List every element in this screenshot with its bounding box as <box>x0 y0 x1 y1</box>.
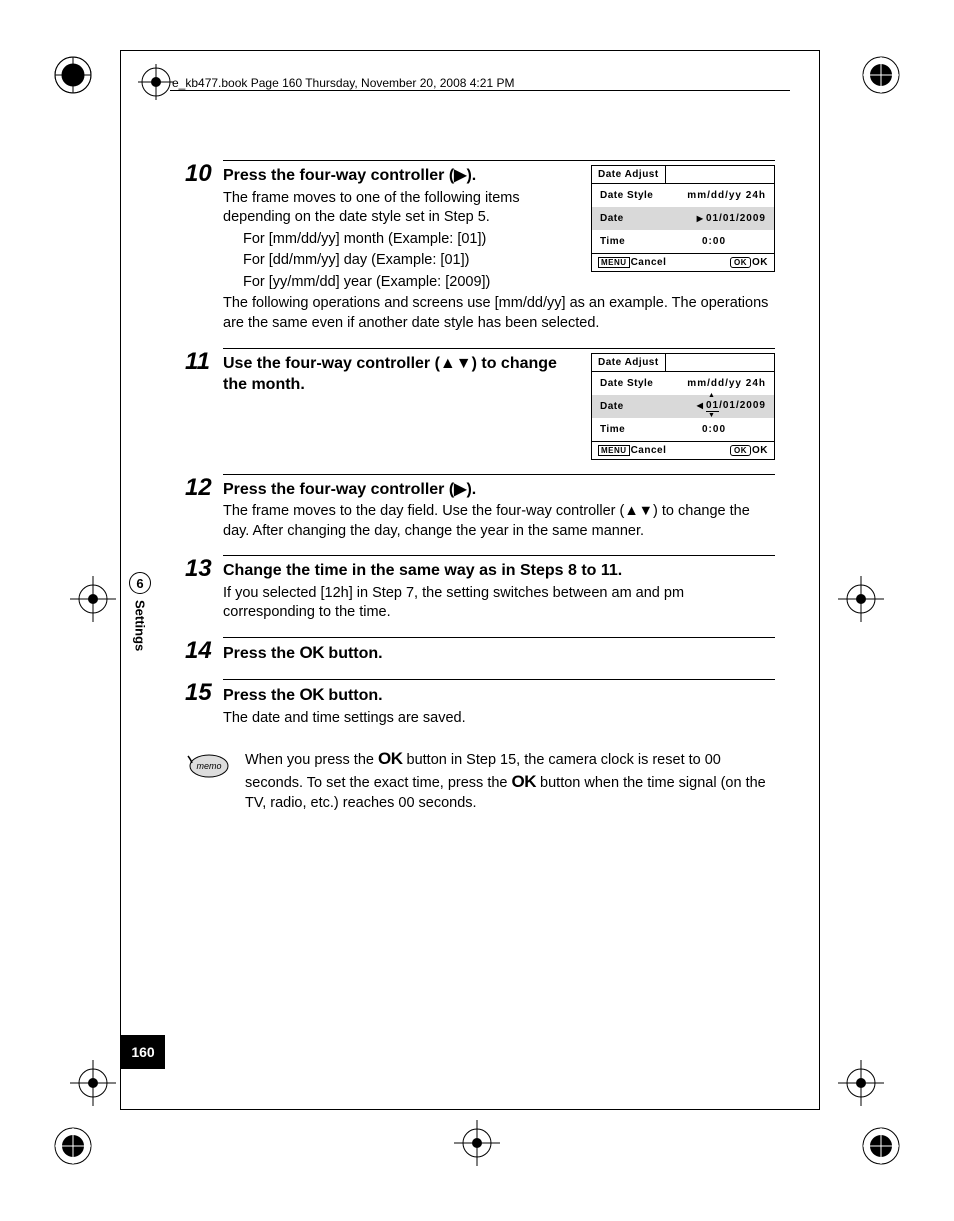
ok-glyph: OK <box>512 772 537 791</box>
lcd-ok: OKOK <box>730 445 768 456</box>
lcd-screen-1: Date Adjust Date Style mm/dd/yy 24h Date 0… <box>591 165 775 272</box>
step-number: 12 <box>185 474 223 542</box>
memo-text: When you press the OK button in Step 15,… <box>245 748 775 813</box>
lcd-cancel: MENUCancel <box>598 257 666 268</box>
step-text: If you selected [12h] in Step 7, the set… <box>223 584 775 623</box>
step-11: 11 Use the four-way controller (▲▼) to c… <box>185 348 775 460</box>
step-title: Press the four-way controller (▶). <box>223 165 573 187</box>
lcd-date-label: Date <box>600 213 624 224</box>
side-tab: 6 Settings <box>122 572 158 651</box>
step-number: 10 <box>185 160 223 334</box>
lcd-time-label: Time <box>600 424 625 435</box>
lcd-style-label: Date Style <box>600 190 653 201</box>
step-text: The frame moves to one of the following … <box>223 189 573 228</box>
content-area: 10 Press the four-way controller (▶). Th… <box>185 160 775 814</box>
svg-text:memo: memo <box>196 761 221 771</box>
crosshair-right <box>838 576 884 622</box>
lcd-ok: OKOK <box>730 257 768 268</box>
lcd-style-label: Date Style <box>600 378 653 389</box>
step-subtext: For [dd/mm/yy] day (Example: [01]) <box>223 251 573 271</box>
step-title: Use the four-way controller (▲▼) to chan… <box>223 353 573 396</box>
step-number: 14 <box>185 637 223 665</box>
crop-mark-tr <box>856 50 906 100</box>
crosshair-bottom <box>454 1120 500 1166</box>
lcd-title: Date Adjust <box>592 354 666 371</box>
step-title: Change the time in the same way as in St… <box>223 560 775 582</box>
step-subtext: For [mm/dd/yy] month (Example: [01]) <box>223 230 573 250</box>
step-13: 13 Change the time in the same way as in… <box>185 555 775 623</box>
step-text: The frame moves to the day field. Use th… <box>223 502 775 541</box>
crosshair-left-low <box>70 1060 116 1106</box>
step-15: 15 Press the OK button. The date and tim… <box>185 679 775 729</box>
lcd-date-label: Date <box>600 401 624 412</box>
lcd-date-val: 01/01/2009 <box>697 213 766 224</box>
lcd-style-val: mm/dd/yy 24h <box>687 190 766 201</box>
ok-glyph: OK <box>299 685 324 704</box>
step-title: Press the four-way controller (▶). <box>223 479 775 501</box>
lcd-time-val: 0:00 <box>702 424 726 435</box>
header-rule <box>170 90 790 91</box>
step-12: 12 Press the four-way controller (▶). Th… <box>185 474 775 542</box>
lcd-title: Date Adjust <box>592 166 666 183</box>
step-number: 11 <box>185 348 223 460</box>
step-14: 14 Press the OK button. <box>185 637 775 665</box>
crop-mark-br <box>856 1121 906 1171</box>
crosshair-left <box>70 576 116 622</box>
step-number: 13 <box>185 555 223 623</box>
crop-mark-tl <box>48 50 98 100</box>
lcd-time-val: 0:00 <box>702 236 726 247</box>
page-number: 160 <box>121 1035 165 1069</box>
memo-block: memo When you press the OK button in Ste… <box>185 748 775 813</box>
lcd-date-val: 01/01/2009 <box>697 400 766 412</box>
memo-icon: memo <box>185 750 229 780</box>
step-number: 15 <box>185 679 223 729</box>
crosshair-right-low <box>838 1060 884 1106</box>
step-subtext: For [yy/mm/dd] year (Example: [2009]) <box>223 273 573 293</box>
ok-glyph: OK <box>378 749 403 768</box>
lcd-cancel: MENUCancel <box>598 445 666 456</box>
ok-glyph: OK <box>299 643 324 662</box>
chapter-number: 6 <box>129 572 151 594</box>
step-title: Press the OK button. <box>223 642 775 665</box>
header-text: e_kb477.book Page 160 Thursday, November… <box>172 76 514 90</box>
lcd-style-val: mm/dd/yy 24h <box>687 378 766 389</box>
chapter-label: Settings <box>133 600 148 651</box>
lcd-screen-2: Date Adjust Date Style mm/dd/yy 24h Date 0… <box>591 353 775 460</box>
lcd-time-label: Time <box>600 236 625 247</box>
step-text: The following operations and screens use… <box>223 294 775 333</box>
step-text: The date and time settings are saved. <box>223 709 775 729</box>
step-title: Press the OK button. <box>223 684 775 707</box>
step-10: 10 Press the four-way controller (▶). Th… <box>185 160 775 334</box>
header-register-icon <box>138 64 174 100</box>
crop-mark-bl <box>48 1121 98 1171</box>
